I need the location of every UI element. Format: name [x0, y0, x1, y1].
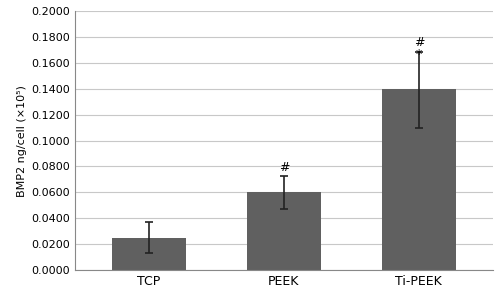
Text: #: # — [414, 35, 424, 49]
Bar — [247, 192, 321, 270]
Text: *: * — [416, 48, 422, 61]
Text: #: # — [278, 161, 289, 174]
Bar — [112, 238, 186, 270]
Bar — [382, 89, 456, 270]
Y-axis label: BMP2 ng/cell (×10⁵): BMP2 ng/cell (×10⁵) — [17, 85, 27, 196]
